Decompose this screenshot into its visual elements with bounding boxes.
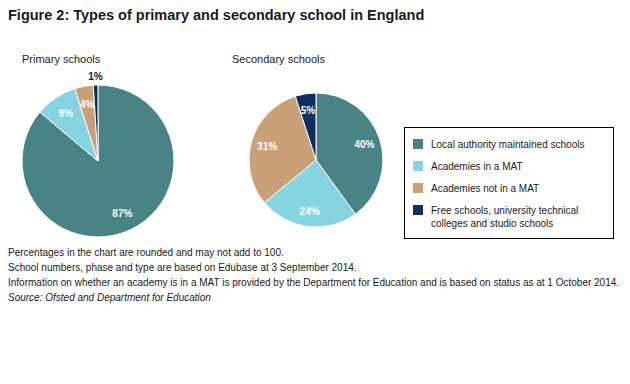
legend-label: Academies in a MAT (431, 160, 523, 173)
pie-slice (22, 85, 174, 237)
pie-title: Primary schools (22, 53, 101, 65)
pie-slice (75, 85, 98, 161)
legend-entry: Academies not in a MAT (413, 182, 607, 195)
legend-swatch (413, 139, 423, 149)
data-label: 40% (354, 139, 374, 150)
legend-swatch (413, 205, 423, 215)
legend-swatch (413, 161, 423, 171)
data-label: 5% (301, 105, 316, 116)
legend: Local authority maintained schools Academ… (404, 127, 614, 239)
data-label: 4% (80, 99, 95, 110)
data-label: 87% (112, 208, 132, 219)
note: Percentages in the chart are rounded and… (8, 247, 284, 258)
legend-entry: Local authority maintained schools (413, 138, 607, 151)
pie-slice (93, 85, 98, 161)
legend-entry: Free schools, university technical colle… (413, 204, 607, 230)
legend-label: Free schools, university technical colle… (431, 204, 607, 230)
source: Source: Ofsted and Department for Educat… (8, 292, 211, 303)
legend-swatch (413, 183, 423, 193)
legend-entry: Academies in a MAT (413, 160, 607, 173)
note: Information on whether an academy is in … (8, 277, 619, 288)
legend-label: Local authority maintained schools (431, 138, 584, 151)
data-label: 9% (59, 108, 74, 119)
data-label: 24% (300, 206, 320, 217)
legend-label: Academies not in a MAT (431, 182, 539, 195)
title: Figure 2: Types of primary and secondary… (8, 7, 424, 23)
data-label: 31% (257, 141, 277, 152)
note: School numbers, phase and type are based… (8, 262, 357, 273)
pie-slice (249, 96, 316, 202)
pie-slice (295, 93, 316, 160)
pie-title: Secondary schools (232, 53, 325, 65)
data-label: 1% (88, 71, 103, 82)
